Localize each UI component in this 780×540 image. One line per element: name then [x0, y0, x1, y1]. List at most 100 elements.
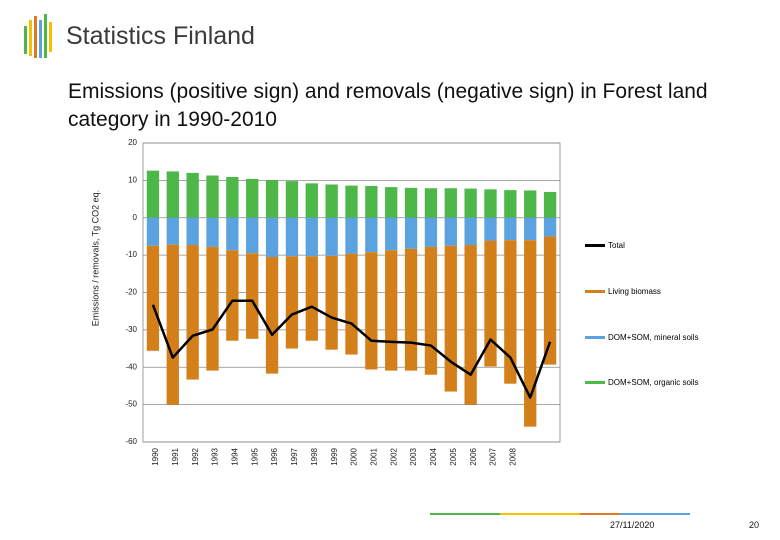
footer-rule [430, 513, 690, 515]
bar [524, 190, 537, 218]
bar [504, 190, 517, 218]
legend-label: Living biomass [608, 287, 661, 296]
legend-swatch [585, 336, 605, 339]
bar [365, 217, 378, 253]
x-tick-label: 2003 [409, 447, 418, 465]
bar [444, 217, 457, 246]
bar [226, 217, 239, 251]
bar [186, 217, 199, 246]
bar [285, 256, 299, 349]
bar [305, 256, 318, 341]
bar [524, 240, 537, 427]
bar [285, 217, 299, 257]
bar [206, 175, 219, 218]
bar [464, 217, 477, 246]
bar [305, 217, 318, 257]
footer-date: 27/11/2020 [610, 520, 655, 530]
logo-icon [24, 14, 52, 58]
plot-frame [142, 142, 561, 443]
bar [345, 185, 358, 218]
bar [325, 255, 338, 350]
bar [365, 185, 378, 218]
x-tick-label: 1995 [250, 447, 259, 465]
legend-swatch [585, 244, 605, 247]
x-tick-label: 2000 [350, 447, 359, 465]
total-line [151, 299, 552, 399]
bar [166, 244, 179, 405]
y-tick-label: 10 [128, 175, 137, 184]
y-tick-label: -20 [125, 288, 137, 297]
bar [226, 177, 239, 218]
x-tick-label: 2006 [469, 447, 478, 465]
y-tick-label: 0 [133, 213, 138, 222]
bar [484, 189, 497, 218]
bar [186, 172, 199, 218]
chart-title: Emissions (positive sign) and removals (… [68, 80, 708, 131]
bar [146, 245, 160, 351]
bar [543, 236, 557, 365]
bar [444, 188, 457, 218]
bar [484, 240, 497, 367]
x-tick-label: 1996 [270, 447, 279, 465]
x-tick-label: 2007 [489, 447, 498, 465]
y-axis-label: Emissions / removals, Tg CO2 eq. [90, 190, 100, 326]
bar [424, 188, 438, 218]
x-tick-label: 2005 [449, 447, 458, 465]
bar [206, 246, 219, 371]
bar [166, 171, 179, 218]
bar [325, 217, 338, 256]
x-tick-label: 2001 [369, 447, 378, 465]
bar [285, 181, 299, 218]
x-tick-label: 1999 [330, 447, 339, 465]
y-tick-label: -10 [125, 250, 137, 259]
bar [464, 245, 477, 405]
x-tick-label: 2004 [429, 447, 438, 465]
bar [246, 217, 259, 254]
x-tick-label: 2002 [389, 447, 398, 465]
bar [504, 240, 517, 384]
x-tick-label: 1991 [171, 447, 180, 465]
bar [543, 217, 557, 237]
logo-text: Statistics Finland [66, 22, 255, 50]
bar [265, 256, 279, 374]
legend-swatch [585, 290, 605, 293]
y-tick-label: -60 [125, 437, 137, 446]
bar [186, 245, 199, 380]
bar [265, 180, 279, 218]
bar [166, 217, 179, 245]
bar [404, 217, 418, 249]
y-tick-label: -40 [125, 362, 137, 371]
bar [325, 184, 338, 218]
bar [345, 253, 358, 355]
bar [305, 183, 318, 218]
bar [484, 217, 497, 241]
page-number: 20 [749, 520, 760, 530]
y-tick-label: -50 [125, 400, 137, 409]
bar [146, 170, 160, 218]
x-tick-label: 1994 [230, 447, 239, 465]
x-tick-label: 1998 [310, 447, 319, 465]
y-tick-label: 20 [128, 138, 137, 147]
x-tick-label: 1993 [211, 447, 220, 465]
legend-swatch [585, 381, 605, 384]
bar [206, 217, 219, 247]
bar [504, 217, 517, 241]
bar [365, 252, 378, 370]
legend-label: DOM+SOM, mineral soils [608, 333, 699, 342]
bar [385, 250, 398, 371]
bar [226, 250, 239, 341]
x-tick-label: 1990 [151, 447, 160, 465]
bar [146, 217, 160, 246]
bar [385, 187, 398, 218]
bar [543, 191, 557, 218]
bar [424, 246, 438, 375]
bar [345, 217, 358, 254]
bar [246, 253, 259, 339]
legend-label: Total [608, 241, 625, 250]
bar [265, 217, 279, 257]
x-tick-label: 1992 [191, 447, 200, 465]
bar [404, 187, 418, 218]
bar [524, 217, 537, 241]
